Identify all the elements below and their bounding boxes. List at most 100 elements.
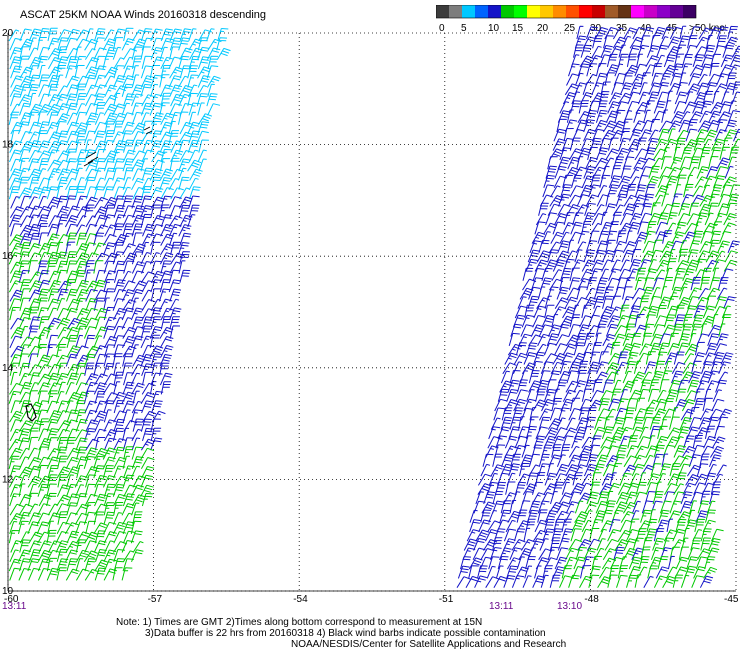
wind-barb	[121, 289, 135, 302]
wind-barb	[64, 522, 79, 535]
wind-barb	[572, 212, 584, 226]
wind-barb	[571, 435, 584, 449]
wind-barb	[566, 204, 580, 216]
wind-barb	[513, 445, 526, 458]
wind-barb	[56, 307, 71, 321]
wind-barb	[56, 260, 68, 274]
wind-barb	[683, 565, 697, 579]
wind-barb	[9, 428, 24, 442]
wind-barb	[709, 63, 720, 77]
wind-barb	[637, 436, 651, 449]
wind-barb	[557, 240, 570, 254]
wind-barb	[48, 168, 61, 181]
wind-barb	[544, 510, 558, 523]
wind-barb	[604, 538, 619, 551]
wind-barb	[170, 149, 184, 163]
wind-barb	[102, 447, 117, 460]
wind-barb	[693, 305, 706, 319]
wind-barb	[597, 185, 608, 198]
wind-barb	[122, 345, 137, 358]
wind-barb	[177, 167, 187, 181]
wind-barb	[141, 344, 155, 358]
wind-barb	[29, 316, 41, 330]
wind-barb	[85, 502, 96, 516]
wind-barb	[102, 214, 115, 228]
wind-barb	[631, 463, 645, 477]
wind-barb	[74, 475, 88, 488]
wind-barb	[673, 101, 687, 114]
wind-barb	[47, 410, 62, 423]
wind-barb	[75, 334, 84, 349]
wind-barb	[656, 259, 670, 272]
wind-barb	[65, 168, 79, 181]
wind-barb	[56, 521, 70, 535]
wind-barb	[656, 44, 668, 58]
island-outline	[83, 151, 99, 167]
wind-barb	[536, 297, 551, 309]
wind-barb	[555, 463, 569, 477]
wind-barb	[712, 352, 725, 365]
wind-barb	[19, 140, 34, 153]
wind-barb	[704, 556, 716, 570]
wind-barb	[645, 399, 660, 412]
wind-barb	[658, 120, 673, 133]
wind-barb	[10, 65, 23, 79]
wind-barb	[37, 214, 49, 228]
wind-barb	[646, 175, 660, 189]
wind-barb	[678, 546, 689, 560]
wind-barb	[680, 408, 695, 421]
wind-barb	[550, 231, 564, 244]
wind-barb	[561, 518, 572, 533]
wind-barb	[675, 44, 687, 58]
wind-barb	[10, 242, 24, 256]
wind-barb	[573, 166, 588, 179]
wind-barb	[75, 409, 87, 423]
wind-barb	[38, 74, 50, 88]
wind-barb	[140, 28, 153, 42]
wind-barb	[141, 149, 155, 163]
wind-barb	[47, 74, 60, 88]
wind-barb	[647, 565, 658, 579]
wind-barb	[606, 53, 618, 68]
wind-barb	[552, 388, 560, 402]
wind-barb	[696, 333, 709, 347]
wind-barb	[18, 167, 31, 181]
wind-barb	[615, 444, 628, 458]
wind-barb	[686, 556, 698, 570]
wind-barb	[684, 44, 697, 58]
wind-barb	[711, 314, 719, 328]
wind-barb	[9, 84, 24, 98]
wind-barb	[650, 370, 664, 384]
wind-barb	[10, 419, 23, 432]
wind-barb	[516, 556, 525, 570]
wind-barb	[10, 540, 24, 553]
wind-barb	[695, 556, 708, 570]
wind-barb	[543, 342, 557, 356]
wind-barb	[687, 509, 696, 523]
wind-barb	[94, 567, 107, 581]
wind-barb	[28, 56, 43, 70]
wind-barb	[660, 416, 672, 430]
wind-barb	[18, 568, 31, 581]
wind-barb	[678, 203, 691, 216]
wind-barb	[18, 511, 31, 525]
wind-barb	[130, 84, 144, 98]
wind-barb	[560, 398, 574, 412]
wind-barb	[682, 231, 696, 244]
wind-barb	[515, 342, 527, 356]
wind-barb	[179, 65, 191, 79]
wind-barb	[130, 289, 144, 302]
wind-barb	[601, 129, 616, 142]
wind-barb	[687, 547, 700, 560]
wind-barb	[561, 528, 573, 542]
wind-barb	[512, 407, 524, 421]
wind-barb	[160, 307, 174, 321]
wind-barb	[46, 354, 60, 367]
wind-barb	[113, 195, 125, 209]
wind-barb	[159, 372, 173, 386]
wind-barb	[616, 398, 629, 412]
wind-barb	[512, 491, 521, 505]
wind-barb	[508, 332, 520, 347]
wind-barb	[652, 110, 666, 123]
